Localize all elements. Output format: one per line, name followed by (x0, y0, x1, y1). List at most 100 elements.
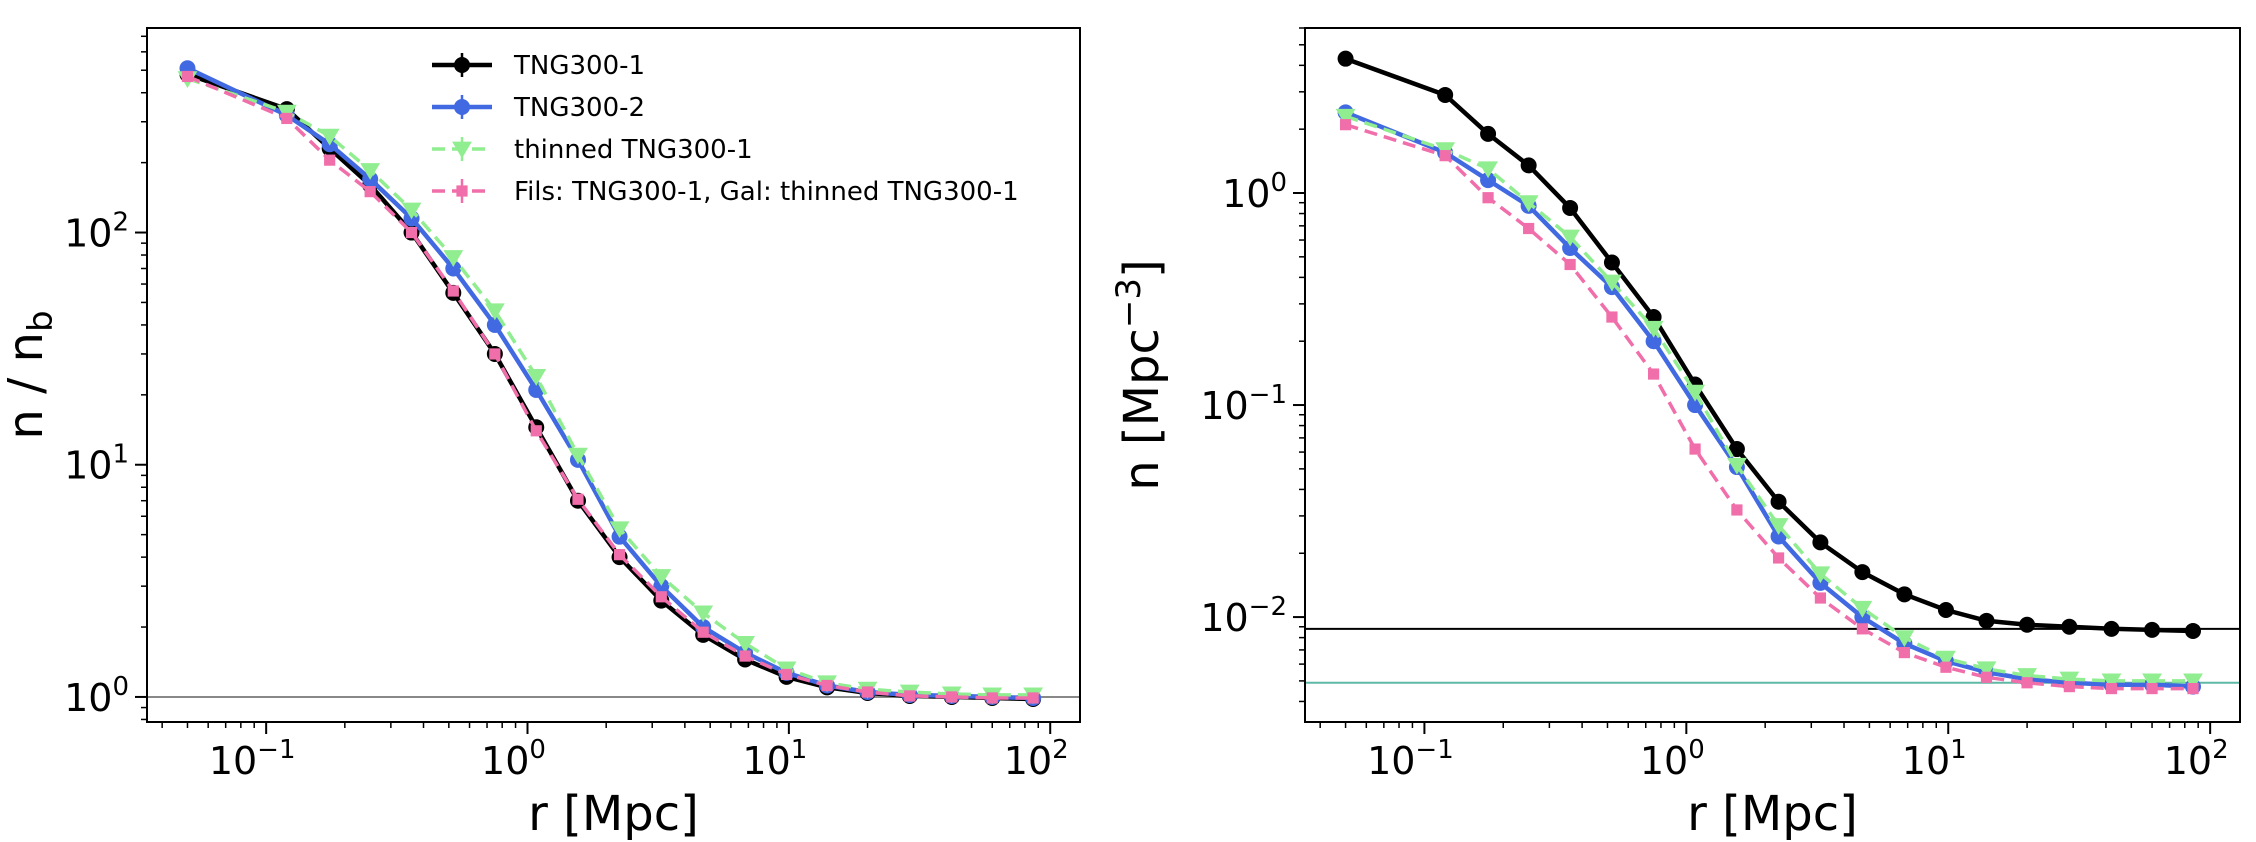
y-tick-label: 100 (64, 672, 129, 720)
series-3-point-3 (1478, 161, 1498, 179)
series-3-point-17 (2059, 671, 2080, 689)
series-3-point-7 (1643, 320, 1664, 338)
series-4-point-12 (1856, 623, 1868, 635)
x-axis-label: r [Mpc] (1687, 786, 1858, 842)
series-4-point-13 (739, 650, 751, 662)
legend-marker-3 (452, 141, 472, 159)
series-3-point-9 (568, 447, 588, 465)
plot-area (177, 60, 1044, 707)
axes-frame (146, 27, 1081, 723)
series-3-point-4 (360, 163, 381, 180)
series-1-point-14 (1937, 601, 1954, 618)
series-2-point-7 (486, 316, 503, 333)
series-line-2 (1344, 110, 2194, 689)
series-4-point-6 (1606, 311, 1618, 323)
series-3-point-15 (1976, 661, 1997, 679)
legend: TNG300-1 TNG300-2 thinned TNG300-1 Fils: TN… (432, 51, 1019, 207)
series-4-point-6 (447, 285, 459, 297)
series-4-point-10 (613, 549, 626, 561)
series-4-point-7 (1648, 368, 1660, 380)
series-3-point-6 (443, 250, 464, 267)
series-4-point-19 (986, 692, 998, 704)
legend-marker-1 (454, 57, 470, 73)
series-line-1 (186, 72, 1034, 702)
legend-label-1: TNG300-1 (513, 51, 645, 81)
series-4-point-9 (572, 493, 584, 505)
series-1-point-6 (1603, 254, 1620, 271)
series-2-point-3 (1480, 172, 1497, 189)
series-4-point-16 (861, 686, 874, 698)
series-4-point-3 (324, 154, 336, 166)
series-2-point-5 (1562, 240, 1579, 257)
x-tick-label: 102 (2164, 735, 2229, 783)
series-4-point-13 (1898, 646, 1910, 659)
series-1-point-17 (2061, 618, 2078, 635)
series-1-point-3 (1480, 125, 1497, 142)
series-2-point-11 (653, 578, 670, 595)
series-1-point-10 (1770, 493, 1787, 510)
series-3-point-11 (1810, 566, 1831, 584)
series-3-point-14 (1936, 650, 1956, 668)
series-3-point-8 (526, 369, 547, 386)
series-3-point-13 (1894, 630, 1915, 648)
series-4-point-4 (364, 186, 376, 198)
x-axis-label: r [Mpc] (528, 786, 699, 842)
series-4-point-11 (1814, 592, 1826, 604)
series-3-point-7 (484, 303, 505, 321)
y-axis-label: n / nb (0, 310, 61, 439)
series-3-point-20 (2183, 673, 2203, 691)
series-4-point-9 (1731, 504, 1743, 516)
series-4-point-15 (821, 679, 833, 692)
series-1-point-2 (1437, 86, 1454, 103)
axes-frame (1304, 27, 2241, 723)
legend-label-2: TNG300-2 (513, 93, 645, 123)
series-1-point-15 (1978, 612, 1995, 629)
series-3-point-10 (609, 521, 630, 539)
series-3-point-3 (319, 128, 340, 146)
series-4-point-1 (1339, 119, 1352, 131)
series-1-point-20 (2185, 622, 2202, 639)
series-4-point-12 (697, 626, 709, 638)
series-4-point-17 (2063, 681, 2075, 693)
y-tick-label: 100 (1222, 168, 1287, 216)
series-3-point-4 (1518, 195, 1539, 213)
series-1-point-18 (2103, 620, 2120, 637)
series-4-point-20 (2187, 682, 2199, 695)
series-1-point-9 (1728, 441, 1745, 458)
x-tick-label: 100 (1640, 735, 1705, 783)
series-1-point-11 (1812, 534, 1829, 551)
x-tick-label: 102 (1004, 735, 1069, 783)
series-line-4 (1345, 123, 2193, 691)
series-line-4 (186, 74, 1034, 700)
series-4-point-10 (1772, 552, 1785, 564)
series-3-point-8 (1685, 384, 1705, 402)
series-4-point-11 (655, 591, 667, 603)
series-3-point-5 (1560, 229, 1581, 247)
legend-marker-4 (456, 185, 468, 197)
series-4-point-20 (1027, 692, 1039, 704)
series-3-point-6 (1602, 274, 1622, 292)
series-3-point-18 (2101, 673, 2122, 691)
x-tick-label: 10−1 (1367, 735, 1454, 783)
x-tick-label: 101 (742, 735, 807, 783)
series-line-1 (1344, 56, 2194, 634)
series-4-point-8 (530, 425, 542, 437)
series-4-point-4 (1523, 222, 1535, 235)
legend-label-3: thinned TNG300-1 (514, 135, 753, 165)
plot-area (1335, 50, 2203, 695)
series-1-point-1 (1337, 50, 1354, 67)
series-1-point-13 (1896, 586, 1913, 603)
y-tick-label: 101 (64, 440, 129, 488)
series-4-point-3 (1482, 192, 1494, 204)
series-line-3 (186, 76, 1034, 697)
x-tick-label: 100 (481, 735, 546, 783)
series-1-point-4 (1520, 157, 1537, 174)
legend-label-4: Fils: TNG300-1, Gal: thinned TNG300-1 (514, 177, 1019, 207)
series-3-point-12 (693, 605, 714, 623)
series-1-point-5 (1562, 199, 1579, 216)
series-4-point-16 (2021, 677, 2033, 689)
y-axis-label: n [Mpc−3] (1109, 259, 1170, 491)
series-3-point-16 (2017, 668, 2037, 685)
series-3-point-9 (1727, 457, 1747, 475)
